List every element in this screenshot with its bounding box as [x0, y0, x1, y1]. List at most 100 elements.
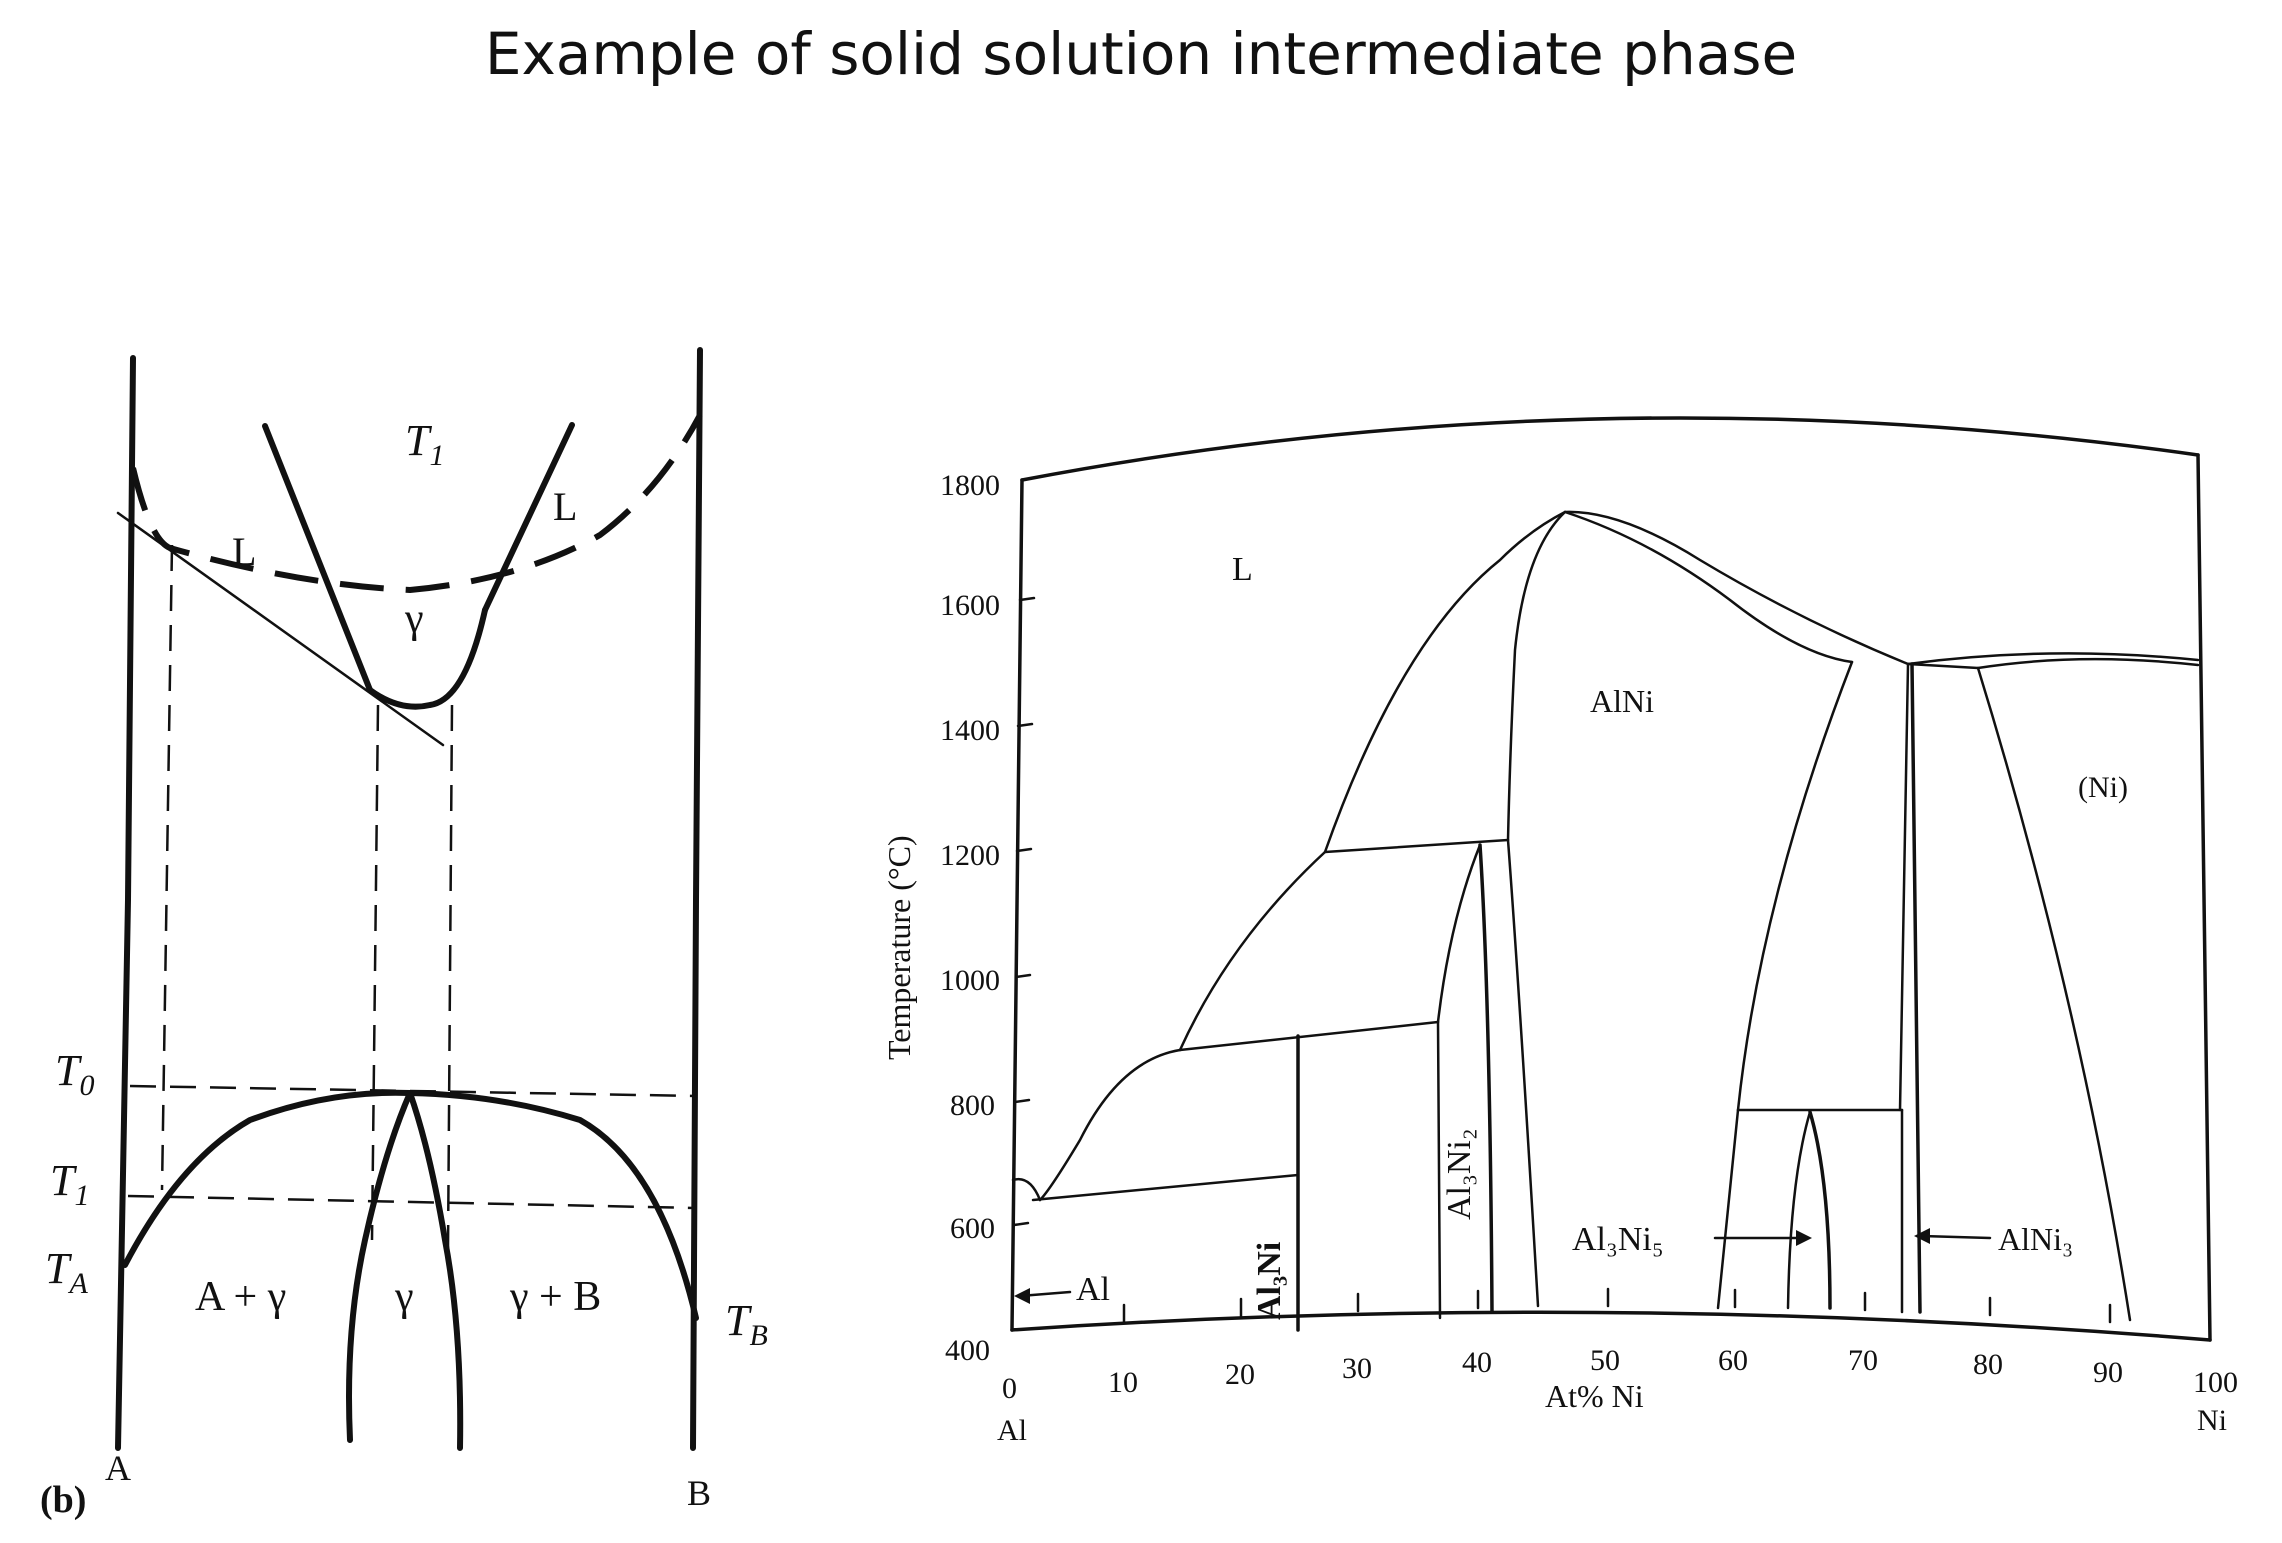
- x-label-90: 90: [2093, 1356, 2123, 1389]
- y-label-1600: 1600: [940, 589, 1000, 622]
- peritectic-1200: [1323, 838, 1510, 854]
- alni3-arrow-head: [1914, 1228, 1930, 1244]
- x-label-40: 40: [1462, 1346, 1492, 1379]
- label-al3ni: Al₃Ni: [1251, 1242, 1288, 1320]
- region-alni: AlNi: [1590, 683, 1654, 719]
- label-gamma-bottom: γ: [394, 1274, 414, 1320]
- y-axis-title: Temperature (°C): [881, 835, 917, 1060]
- label-t0: T0: [55, 1046, 94, 1102]
- y-tick-1200: [1015, 847, 1033, 853]
- liquidus-lower: [1178, 850, 1327, 1052]
- dash-projection-3: [446, 704, 454, 1251]
- x-axis-ticks: [1122, 1287, 2112, 1324]
- y-label-1200: 1200: [940, 839, 1000, 872]
- frame-top: [1020, 416, 2200, 482]
- phase-boundaries: [1011, 510, 2200, 1332]
- t1-line: [127, 1194, 697, 1210]
- x-label-100: 100: [2193, 1366, 2238, 1399]
- al-arrow-head: [1014, 1288, 1030, 1304]
- y-label-800: 800: [950, 1089, 995, 1122]
- x-right-element: Ni: [2197, 1404, 2227, 1437]
- label-a: A: [105, 1448, 131, 1488]
- y-tick-1600: [1018, 596, 1036, 602]
- y-axis-ticks: [1012, 596, 1036, 1227]
- label-al3ni5: Al₃Ni₅: [1572, 1221, 1664, 1258]
- liquidus-al-side: [1038, 1048, 1182, 1202]
- label-ta: TA: [45, 1244, 88, 1300]
- label-alni3: AlNi₃: [1998, 1221, 2073, 1257]
- liquidus-dashed: [130, 413, 703, 594]
- y-label-1400: 1400: [940, 714, 1000, 747]
- x-axis-title: At% Ni: [1545, 1378, 1644, 1414]
- y-label-1000: 1000: [940, 964, 1000, 997]
- frame-right: [2196, 453, 2212, 1342]
- frame-left: [1010, 478, 1024, 1332]
- y-label-1800: 1800: [940, 469, 1000, 502]
- x-label-60: 60: [1718, 1344, 1748, 1377]
- label-gamma-top: γ: [404, 596, 424, 642]
- label-al-arrow: Al: [1076, 1271, 1110, 1308]
- region-ni: (Ni): [2078, 771, 2128, 804]
- al3ni5-left-vertical: [1716, 1108, 1740, 1310]
- eutectic-640: [1031, 1173, 1300, 1202]
- x-left-element: Al: [997, 1414, 1027, 1447]
- x-label-20: 20: [1225, 1358, 1255, 1391]
- x-label-70: 70: [1848, 1344, 1878, 1377]
- gamma-lens-left: [346, 1090, 413, 1443]
- ni-solvus: [1976, 666, 2132, 1322]
- y-label-400: 400: [945, 1334, 990, 1367]
- peritectic-850: [1178, 1020, 1440, 1052]
- alni3-right: [1910, 662, 1922, 1314]
- page-title: Example of solid solution intermediate p…: [484, 20, 1798, 88]
- alni-solidus-right: [1563, 510, 1854, 664]
- al3ni5-dome-right: [1808, 1110, 1832, 1310]
- alni-left-solvus: [1506, 838, 1540, 1308]
- y-tick-1400: [1016, 722, 1034, 728]
- left-phase-diagram: T1 L L γ T0 T1 TA TB A + γ γ γ + B A B (…: [40, 347, 768, 1521]
- label-al3ni2: Al₃Ni₂: [1441, 1128, 1478, 1220]
- y-tick-800: [1013, 1098, 1031, 1104]
- gamma-liquidus-right: [482, 422, 575, 613]
- right-boundary-b: [690, 347, 703, 1451]
- region-liquid: L: [1232, 551, 1253, 588]
- y-label-600: 600: [950, 1212, 995, 1245]
- alni-liquidus-left: [1323, 510, 1567, 854]
- label-t1-side: T1: [50, 1156, 89, 1212]
- x-label-80: 80: [1973, 1348, 2003, 1381]
- al3ni2-left: [1436, 1020, 1442, 1320]
- gamma-lens-right: [407, 1090, 464, 1451]
- al3ni2-top-curve: [1436, 843, 1482, 1024]
- dash-projection-2: [370, 704, 380, 1241]
- tangent-line: [116, 511, 445, 747]
- y-tick-600: [1012, 1221, 1030, 1227]
- label-liquid-left: L: [232, 529, 256, 574]
- label-tb: TB: [725, 1296, 768, 1352]
- alni3-left: [1898, 662, 1910, 1112]
- alni-liquidus-right: [1563, 510, 1910, 666]
- gamma-liquidus-left: [262, 423, 373, 693]
- label-b: B: [687, 1473, 711, 1513]
- x-label-50: 50: [1590, 1344, 1620, 1377]
- y-tick-1000: [1014, 973, 1032, 979]
- label-gamma-plus-b: γ + B: [509, 1274, 601, 1320]
- right-phase-diagram: 1800 1600 1400 1200 1000 800 600 400 Tem…: [881, 416, 2238, 1447]
- x-label-30: 30: [1342, 1352, 1372, 1385]
- al3ni5-dome-left: [1786, 1110, 1812, 1310]
- gamma-liquidus-bottom: [367, 607, 488, 710]
- label-t1-top: T1: [405, 416, 444, 472]
- x-label-0: 0: [1002, 1372, 1017, 1405]
- left-boundary-a: [115, 355, 136, 1451]
- label-a-plus-gamma: A + γ: [195, 1274, 286, 1320]
- frame-bottom: [1010, 1310, 2212, 1342]
- alni-right-solvus: [1736, 660, 1854, 1112]
- panel-label-b: (b): [40, 1479, 86, 1521]
- dash-projection-1: [160, 544, 174, 1191]
- al3ni2-right: [1478, 843, 1494, 1314]
- x-label-10: 10: [1108, 1366, 1138, 1399]
- ni-solidus: [1906, 657, 2200, 670]
- ni-liquidus: [1906, 652, 2200, 666]
- alni-solidus-left: [1506, 510, 1567, 842]
- al3ni5-arrow-head: [1796, 1230, 1812, 1246]
- alni3-arrow-line: [1920, 1234, 1992, 1240]
